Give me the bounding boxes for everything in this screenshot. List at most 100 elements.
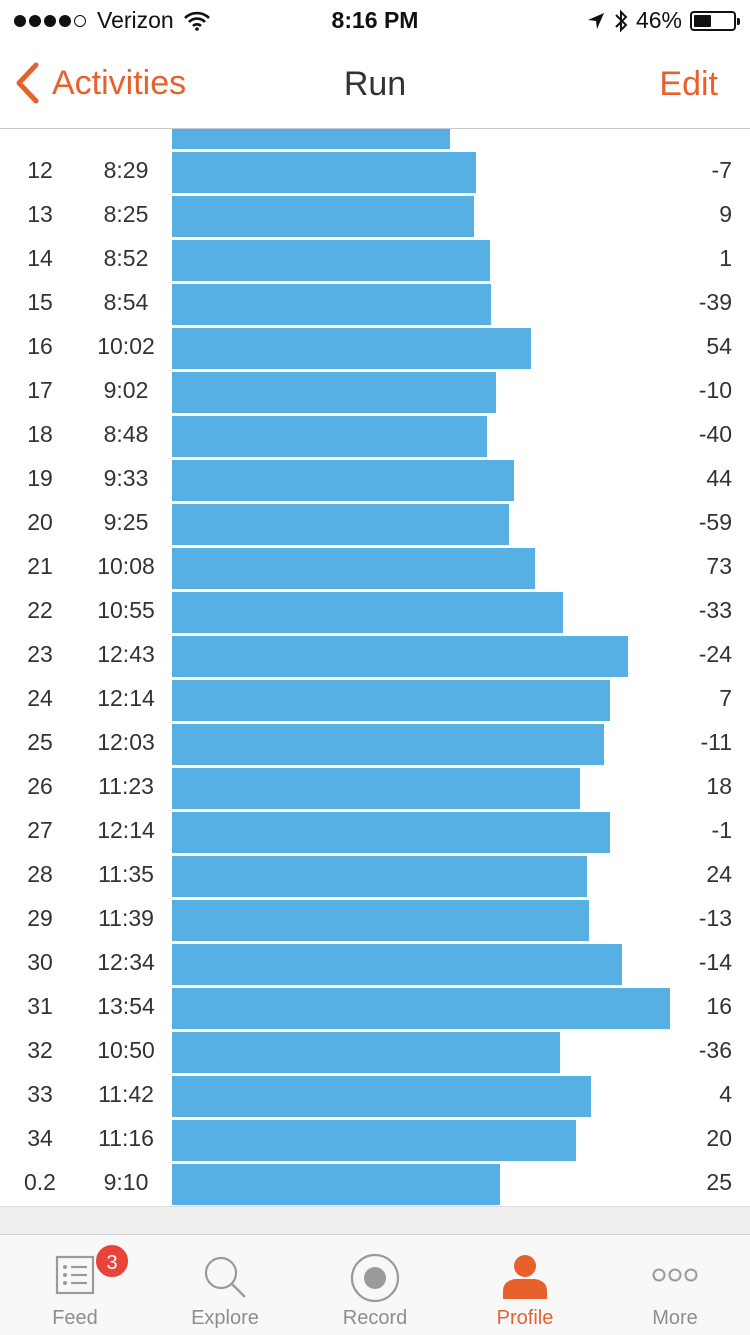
- carrier-name: Verizon: [97, 7, 174, 33]
- pace-bar: [172, 988, 670, 1029]
- split-elevation: -33: [698, 597, 732, 623]
- split-elevation: -10: [698, 377, 732, 403]
- status-bar: Verizon 8:16 PM 46%: [0, 0, 750, 40]
- split-pace: 11:39: [98, 905, 154, 931]
- pace-bar: [172, 1120, 576, 1161]
- split-pace: 11:23: [98, 773, 154, 799]
- split-pace: 11:42: [98, 1081, 154, 1107]
- split-row: 31 13:54 16: [0, 988, 750, 1032]
- split-mile: 25: [27, 729, 53, 755]
- split-pace: 9:02: [103, 377, 149, 403]
- split-pace: 10:50: [97, 1037, 155, 1063]
- split-elevation: 24: [706, 861, 732, 887]
- split-mile: 29: [27, 905, 53, 931]
- split-pace: 8:29: [103, 157, 149, 183]
- split-row: 14 8:52 1: [0, 240, 750, 284]
- split-pace: 12:14: [97, 685, 155, 711]
- notification-badge: 3: [94, 1243, 130, 1279]
- split-row: 32 10:50 -36: [0, 1032, 750, 1076]
- split-elevation: -11: [700, 729, 732, 755]
- split-pace: 11:35: [98, 861, 154, 887]
- split-pace: 12:03: [97, 729, 155, 755]
- pace-bar: [172, 152, 476, 193]
- split-row: 13 8:25 9: [0, 196, 750, 240]
- split-pace: 12:43: [97, 641, 155, 667]
- split-mile: 17: [27, 377, 53, 403]
- pace-bar: [172, 856, 587, 897]
- pace-bar: [172, 548, 535, 589]
- status-right: 46%: [578, 7, 740, 34]
- split-elevation: -39: [698, 289, 732, 315]
- split-pace: 11:16: [98, 1125, 154, 1151]
- navigation-bar: Activities Run Edit: [0, 40, 750, 129]
- split-mile: 31: [27, 993, 53, 1019]
- battery-icon: [690, 10, 740, 31]
- split-row: 33 11:42 4: [0, 1076, 750, 1120]
- tab-feed-label: Feed: [52, 1307, 98, 1329]
- split-mile: 13: [27, 201, 53, 227]
- pace-bar: [172, 129, 450, 149]
- split-pace: 10:08: [97, 553, 155, 579]
- split-pace: 13:54: [97, 993, 155, 1019]
- split-elevation: -13: [698, 905, 732, 931]
- status-left: Verizon: [14, 7, 210, 34]
- split-pace: 10:55: [97, 597, 155, 623]
- tab-more[interactable]: More: [600, 1235, 750, 1335]
- split-mile: 21: [27, 553, 53, 579]
- split-row: 0.2 9:10 25: [0, 1164, 750, 1205]
- pace-bar: [172, 1032, 560, 1073]
- splits-list[interactable]: 12 8:29 -7 13 8:25 9 14 8:52 1 15 8:54 -39 16 10:02 54…: [0, 129, 750, 1205]
- split-pace: 8:52: [103, 245, 149, 271]
- tab-explore[interactable]: Explore: [150, 1235, 300, 1335]
- tab-explore-label: Explore: [191, 1307, 259, 1329]
- split-elevation: 18: [706, 773, 732, 799]
- battery-fill: [694, 14, 712, 27]
- split-mile: 34: [27, 1125, 53, 1151]
- split-row: 27 12:14 -1: [0, 812, 750, 856]
- tab-more-label: More: [652, 1307, 698, 1329]
- splits-footer-divider: [0, 1206, 750, 1235]
- tab-record-label: Record: [342, 1307, 408, 1329]
- split-elevation: -1: [711, 817, 732, 843]
- split-elevation: -14: [698, 949, 732, 975]
- pace-bar: [172, 372, 496, 413]
- pace-bar: [172, 284, 491, 325]
- split-elevation: 4: [719, 1081, 732, 1107]
- split-pace: 8:25: [103, 201, 149, 227]
- split-pace: 9:10: [103, 1169, 149, 1195]
- split-pace: 9:25: [103, 509, 149, 535]
- split-mile: 26: [27, 773, 53, 799]
- split-mile: 12: [27, 157, 53, 183]
- split-elevation: 16: [706, 993, 732, 1019]
- split-mile: 16: [27, 333, 53, 359]
- split-row: 18 8:48 -40: [0, 416, 750, 460]
- split-elevation: -40: [698, 421, 732, 447]
- split-row: 34 11:16 20: [0, 1120, 750, 1164]
- split-row: 23 12:43 -24: [0, 636, 750, 680]
- back-button-label: Activities: [52, 63, 187, 102]
- split-row: [0, 129, 750, 152]
- edit-button[interactable]: Edit: [659, 65, 718, 103]
- pace-bar: [172, 504, 509, 545]
- split-row: 24 12:14 7: [0, 680, 750, 724]
- split-mile: 24: [27, 685, 53, 711]
- battery-percent: 46%: [635, 7, 682, 33]
- split-elevation: 25: [706, 1169, 732, 1195]
- back-button[interactable]: Activities: [14, 62, 186, 104]
- split-pace: 8:48: [103, 421, 149, 447]
- split-mile: 33: [27, 1081, 53, 1107]
- tab-record[interactable]: Record: [300, 1235, 450, 1335]
- record-icon: [350, 1253, 400, 1303]
- tab-profile-label: Profile: [496, 1307, 554, 1329]
- pace-bar: [172, 900, 589, 941]
- split-row: 17 9:02 -10: [0, 372, 750, 416]
- pace-bar: [172, 1076, 591, 1117]
- split-pace: 8:54: [103, 289, 149, 315]
- split-mile: 23: [27, 641, 53, 667]
- pace-bar: [172, 636, 628, 677]
- tab-feed[interactable]: 3 Feed: [0, 1235, 150, 1335]
- feed-icon: [55, 1255, 95, 1295]
- tab-profile[interactable]: Profile: [450, 1235, 600, 1335]
- split-pace: 9:33: [103, 465, 149, 491]
- split-elevation: 54: [706, 333, 732, 359]
